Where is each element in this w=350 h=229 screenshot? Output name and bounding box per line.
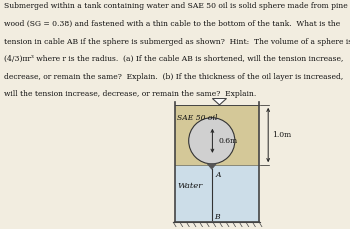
Polygon shape: [212, 98, 226, 105]
Text: Water: Water: [177, 182, 202, 190]
Bar: [175, 165, 259, 222]
Text: SAE 50 oil: SAE 50 oil: [177, 114, 218, 122]
Text: (4/3)πr³ where r is the radius.  (a) If the cable AB is shortened, will the tens: (4/3)πr³ where r is the radius. (a) If t…: [4, 55, 343, 63]
Circle shape: [189, 118, 235, 164]
Text: decrease, or remain the same?  Explain.  (b) If the thickness of the oil layer i: decrease, or remain the same? Explain. (…: [4, 73, 343, 81]
Text: will the tension increase, decrease, or remain the same?  Explain.: will the tension increase, decrease, or …: [4, 90, 256, 98]
Text: B: B: [214, 213, 220, 221]
Bar: [175, 105, 259, 165]
Text: Submerged within a tank containing water and SAE 50 oil is solid sphere made fro: Submerged within a tank containing water…: [4, 2, 347, 10]
Polygon shape: [207, 164, 216, 169]
Text: wood (SG = 0.38) and fastened with a thin cable to the bottom of the tank.  What: wood (SG = 0.38) and fastened with a thi…: [4, 20, 340, 28]
Text: A: A: [216, 171, 221, 179]
Text: 1.0m: 1.0m: [272, 131, 291, 139]
Text: tension in cable AB if the sphere is submerged as shown?  Hint:  The volume of a: tension in cable AB if the sphere is sub…: [4, 38, 350, 46]
Text: 0.6m: 0.6m: [219, 137, 238, 145]
